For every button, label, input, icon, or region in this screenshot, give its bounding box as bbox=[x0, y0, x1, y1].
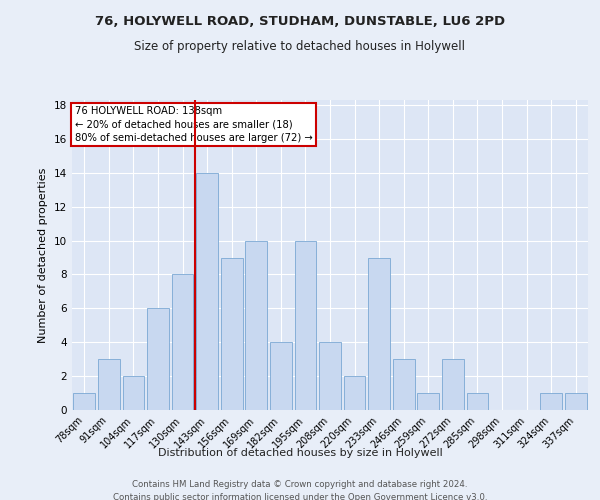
Text: Contains HM Land Registry data © Crown copyright and database right 2024.: Contains HM Land Registry data © Crown c… bbox=[132, 480, 468, 489]
Bar bbox=[245, 240, 267, 410]
Text: 76, HOLYWELL ROAD, STUDHAM, DUNSTABLE, LU6 2PD: 76, HOLYWELL ROAD, STUDHAM, DUNSTABLE, L… bbox=[95, 15, 505, 28]
Bar bbox=[467, 393, 488, 410]
Bar bbox=[565, 393, 587, 410]
Bar bbox=[344, 376, 365, 410]
Bar bbox=[147, 308, 169, 410]
Text: 76 HOLYWELL ROAD: 138sqm
← 20% of detached houses are smaller (18)
80% of semi-d: 76 HOLYWELL ROAD: 138sqm ← 20% of detach… bbox=[74, 106, 313, 142]
Bar bbox=[295, 240, 316, 410]
Bar bbox=[196, 173, 218, 410]
Text: Size of property relative to detached houses in Holywell: Size of property relative to detached ho… bbox=[134, 40, 466, 53]
Bar bbox=[221, 258, 242, 410]
Bar bbox=[73, 393, 95, 410]
Bar bbox=[319, 342, 341, 410]
Bar bbox=[270, 342, 292, 410]
Bar bbox=[442, 359, 464, 410]
Text: Distribution of detached houses by size in Holywell: Distribution of detached houses by size … bbox=[158, 448, 442, 458]
Bar bbox=[393, 359, 415, 410]
Bar bbox=[122, 376, 144, 410]
Bar bbox=[541, 393, 562, 410]
Bar bbox=[418, 393, 439, 410]
Bar bbox=[98, 359, 119, 410]
Y-axis label: Number of detached properties: Number of detached properties bbox=[38, 168, 49, 342]
Bar bbox=[172, 274, 193, 410]
Bar bbox=[368, 258, 390, 410]
Text: Contains public sector information licensed under the Open Government Licence v3: Contains public sector information licen… bbox=[113, 492, 487, 500]
